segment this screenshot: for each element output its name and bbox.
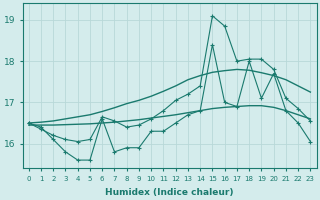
X-axis label: Humidex (Indice chaleur): Humidex (Indice chaleur) — [105, 188, 234, 197]
